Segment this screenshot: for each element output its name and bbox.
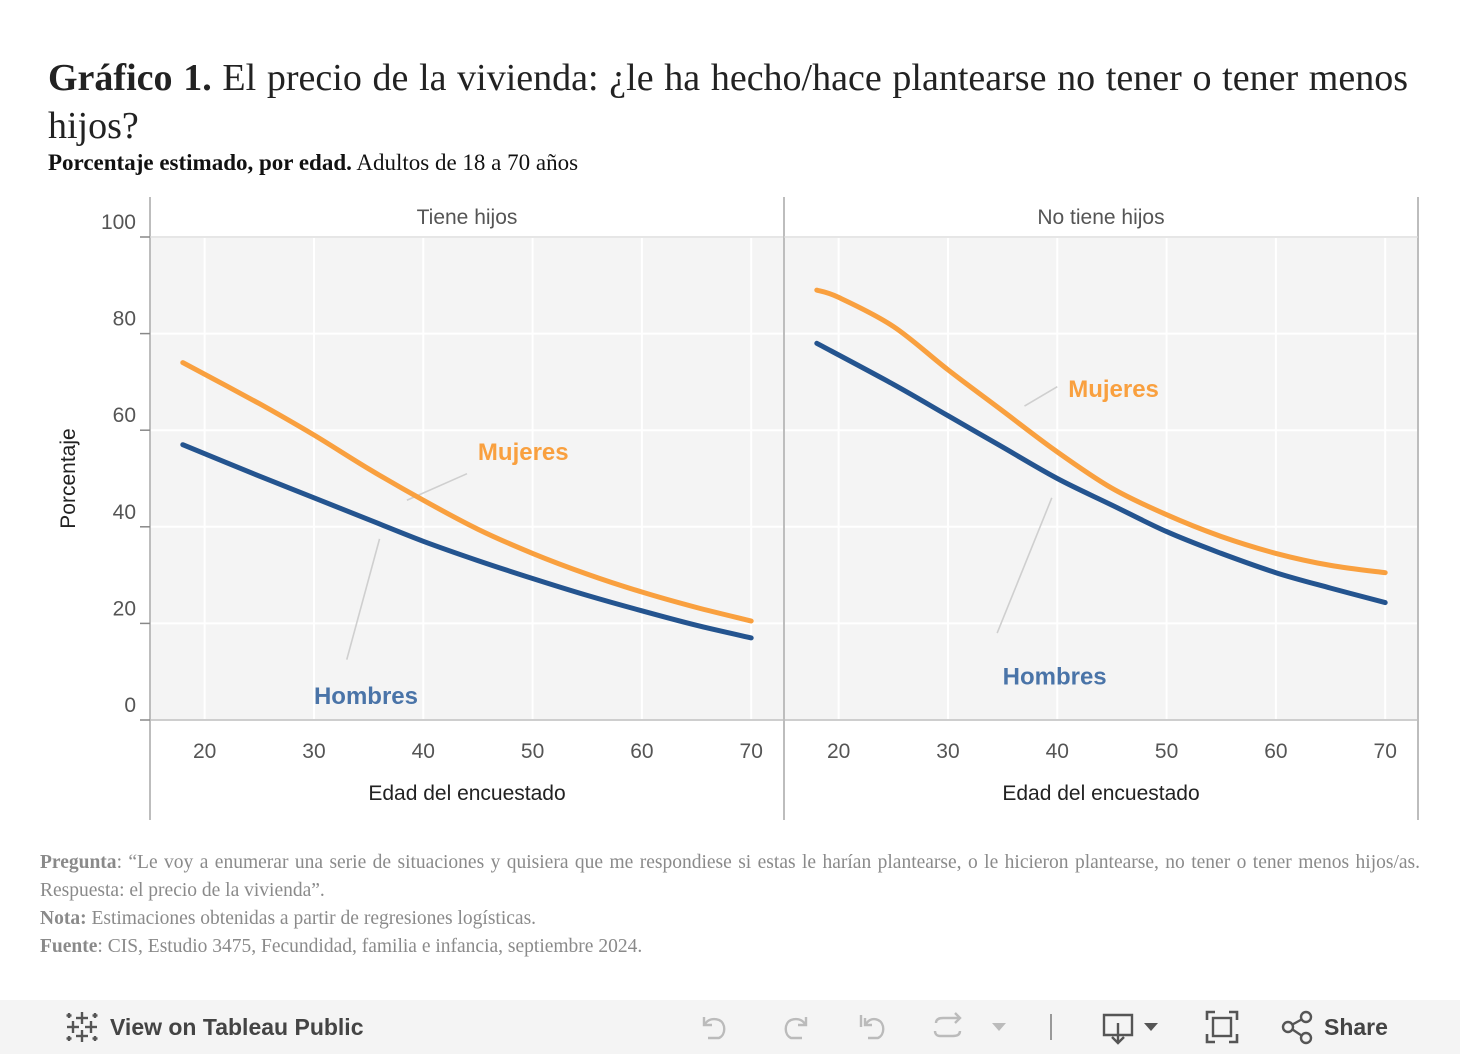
- x-tick-label: 20: [193, 740, 216, 763]
- chart-notes: Pregunta: “Le voy a enumerar una serie d…: [40, 849, 1420, 961]
- chart-subtitle: Porcentaje estimado, por edad. Adultos d…: [48, 150, 578, 176]
- dropdown-icon: [990, 1009, 1008, 1045]
- panel-header-label: Tiene hijos: [417, 206, 518, 229]
- question-label: Pregunta: [40, 852, 117, 873]
- source-label: Fuente: [40, 936, 98, 957]
- y-tick-label: 40: [113, 501, 136, 524]
- annotation-leader-line: [996, 497, 1053, 634]
- annotation-leader-line: [345, 538, 381, 660]
- x-tick-label: 50: [1155, 740, 1178, 763]
- fullscreen-icon: [1204, 1009, 1240, 1045]
- refresh-button[interactable]: [930, 1000, 966, 1054]
- x-tick-label: 40: [1046, 740, 1069, 763]
- subtitle-bold: Porcentaje estimado, por edad.: [48, 150, 352, 175]
- nota-text: Estimaciones obtenidas a partir de regre…: [91, 908, 537, 929]
- fullscreen-button[interactable]: [1204, 1000, 1240, 1054]
- redo-button[interactable]: [776, 1000, 812, 1054]
- undo-button[interactable]: [698, 1000, 734, 1054]
- series-line-hombres: [814, 340, 1388, 606]
- x-tick-label: 60: [630, 740, 653, 763]
- x-axis-label: Edad del encuestado: [1002, 782, 1199, 805]
- tableau-toolbar: View on Tableau Public: [0, 1000, 1460, 1054]
- annotation-leader-line: [1024, 386, 1058, 407]
- panel-no-tiene-hijos: No tiene hijos 20 30 40 50 60 70 Edad del encue…: [783, 197, 1419, 820]
- nota-label: Nota:: [40, 908, 87, 929]
- x-tick-label: 70: [740, 740, 763, 763]
- series-label-hombres: Hombres: [1003, 664, 1107, 691]
- x-tick-label: 30: [302, 740, 325, 763]
- y-tick-label: 0: [124, 694, 136, 717]
- view-on-tableau-label: View on Tableau Public: [110, 1013, 364, 1040]
- series-label-mujeres: Mujeres: [1068, 376, 1159, 403]
- source-text: : CIS, Estudio 3475, Fecundidad, familia…: [97, 936, 643, 957]
- title-text: El precio de la vivienda: ¿le ha hecho/h…: [48, 57, 1409, 147]
- share-button[interactable]: Share: [1280, 1000, 1388, 1054]
- x-tick-label: 20: [827, 740, 850, 763]
- x-tick-label: 40: [412, 740, 435, 763]
- x-tick-label: 50: [521, 740, 544, 763]
- y-axis-label: Porcentaje: [57, 428, 80, 528]
- tableau-logo-icon: [64, 1009, 100, 1045]
- note-nota: Nota: Estimaciones obtenidas a partir de…: [40, 905, 1420, 933]
- panel-header-label: No tiene hijos: [1037, 206, 1164, 229]
- series-line-mujeres: [180, 360, 754, 624]
- x-tick-label: 70: [1374, 740, 1397, 763]
- note-question: Pregunta: “Le voy a enumerar una serie d…: [40, 849, 1420, 905]
- download-icon: [1100, 1009, 1162, 1045]
- plot-background: [784, 237, 1418, 720]
- x-tick-label: 30: [936, 740, 959, 763]
- series-line-hombres: [180, 442, 754, 641]
- title-bold: Gráfico 1.: [48, 57, 212, 99]
- refresh-dropdown[interactable]: [990, 1000, 1008, 1054]
- y-tick-label: 20: [113, 597, 136, 620]
- revert-button[interactable]: [856, 1000, 892, 1054]
- question-text: : “Le voy a enumerar una serie de situac…: [40, 852, 1420, 901]
- redo-icon: [776, 1009, 812, 1045]
- refresh-icon: [930, 1009, 966, 1045]
- download-button[interactable]: [1100, 1000, 1162, 1054]
- line-chart: Tiene hijos 20 30 40 50 60 70 Edad del encuesta…: [57, 197, 1419, 820]
- chart-title: Gráfico 1. El precio de la vivienda: ¿le…: [48, 54, 1408, 150]
- series-line-mujeres: [814, 287, 1388, 576]
- share-icon: [1280, 1009, 1314, 1045]
- share-label: Share: [1324, 1013, 1388, 1040]
- toolbar-separator: [1050, 1014, 1052, 1040]
- series-label-hombres: Hombres: [314, 683, 418, 710]
- note-source: Fuente: CIS, Estudio 3475, Fecundidad, f…: [40, 933, 1420, 961]
- panel-tiene-hijos: Tiene hijos 20 30 40 50 60 70 Edad del encuesta…: [149, 197, 785, 820]
- series-label-mujeres: Mujeres: [478, 439, 569, 466]
- y-tick-label: 100: [101, 211, 136, 234]
- undo-icon: [698, 1009, 734, 1045]
- y-tick-label: 80: [113, 308, 136, 331]
- view-on-tableau-button[interactable]: View on Tableau Public: [64, 1000, 363, 1054]
- x-tick-label: 60: [1264, 740, 1287, 763]
- subtitle-text: Adultos de 18 a 70 años: [356, 150, 579, 175]
- plot-background: [150, 237, 784, 720]
- x-axis-label: Edad del encuestado: [368, 782, 565, 805]
- revert-icon: [856, 1009, 892, 1045]
- y-tick-label: 60: [113, 404, 136, 427]
